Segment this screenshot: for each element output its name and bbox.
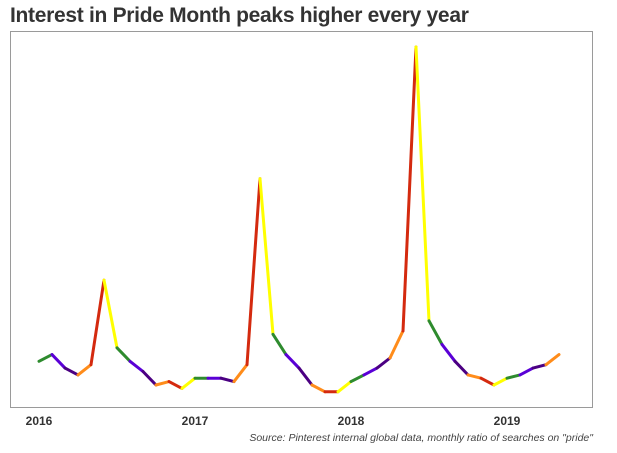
line-segment bbox=[37, 353, 54, 363]
line-segment bbox=[544, 353, 561, 367]
line-segment bbox=[349, 373, 366, 384]
line-segment bbox=[76, 363, 93, 377]
line-segment bbox=[479, 376, 496, 387]
line-segment bbox=[453, 359, 470, 377]
x-tick-label: 2019 bbox=[494, 414, 521, 428]
line-segment bbox=[401, 45, 418, 333]
line-segment bbox=[531, 363, 548, 370]
plot-area bbox=[10, 31, 593, 408]
line-segment bbox=[336, 380, 353, 394]
line-segment bbox=[388, 329, 405, 360]
line-segment bbox=[50, 353, 67, 370]
line-segment bbox=[310, 383, 327, 394]
line-segment bbox=[219, 376, 236, 384]
line-segment bbox=[180, 376, 197, 390]
line-segment bbox=[154, 380, 171, 387]
line-segment bbox=[271, 332, 288, 357]
chart-title: Interest in Pride Month peaks higher eve… bbox=[10, 4, 469, 27]
line-segment bbox=[375, 356, 392, 370]
line-segment bbox=[427, 319, 444, 346]
line-segment bbox=[63, 366, 80, 377]
line-segment bbox=[258, 177, 275, 336]
x-tick-label: 2016 bbox=[26, 414, 53, 428]
line-segment bbox=[245, 177, 262, 367]
line-segment bbox=[232, 363, 249, 384]
x-tick-label: 2018 bbox=[338, 414, 365, 428]
line-segment bbox=[115, 346, 132, 363]
x-tick-label: 2017 bbox=[182, 414, 209, 428]
line-segment bbox=[141, 370, 158, 387]
line-segment bbox=[89, 278, 106, 367]
line-segment bbox=[466, 373, 483, 380]
line-segment bbox=[297, 366, 314, 387]
line-segment bbox=[492, 376, 509, 387]
line-segment bbox=[284, 353, 301, 370]
line-segment bbox=[128, 359, 145, 373]
line-segment bbox=[414, 45, 431, 323]
line-segment bbox=[518, 366, 535, 377]
line-segment bbox=[362, 366, 379, 377]
source-note: Source: Pinterest internal global data, … bbox=[249, 432, 593, 444]
line-segment bbox=[167, 380, 184, 390]
line-segment bbox=[505, 373, 522, 380]
line-segment bbox=[102, 278, 119, 350]
line-segment bbox=[440, 342, 457, 363]
